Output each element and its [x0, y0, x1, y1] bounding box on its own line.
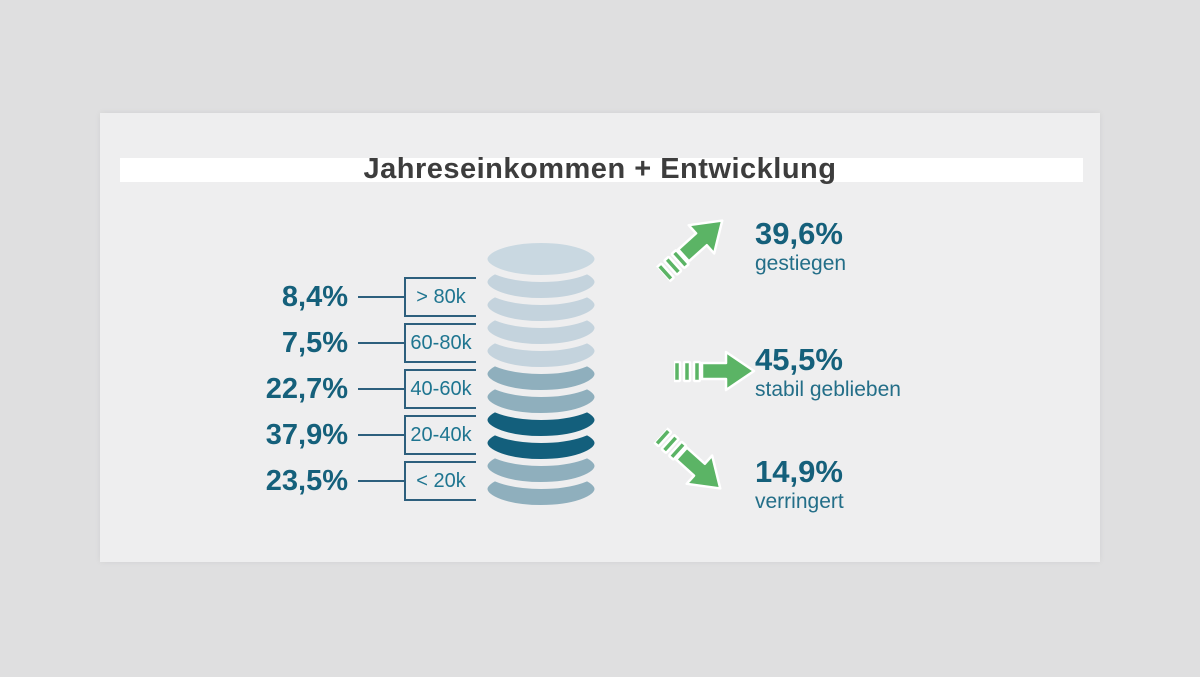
bracket-percent: 22,7%	[265, 373, 348, 405]
trend-label: gestiegen	[755, 252, 847, 275]
income-bracket-row: 7,5% 60-80k	[218, 323, 476, 363]
trend-item: 39,6% gestiegen	[755, 217, 846, 277]
connector-line	[358, 434, 404, 436]
connector-line	[358, 342, 404, 344]
trend-item: 14,9% verringert	[755, 455, 844, 515]
trend-stable-arrow-icon	[674, 350, 756, 392]
bracket-range-box: > 80k	[404, 277, 476, 317]
trend-label: verringert	[755, 490, 844, 513]
bracket-range-box: 60-80k	[404, 323, 476, 363]
trend-item: 45,5% stabil geblieben	[755, 343, 901, 403]
trend-label: stabil geblieben	[755, 378, 901, 401]
coin-stack-icon	[480, 236, 602, 512]
bracket-percent: 8,4%	[281, 281, 348, 313]
income-bracket-row: 23,5% < 20k	[218, 461, 476, 501]
page-title: Jahreseinkommen + Entwicklung	[363, 153, 837, 185]
trend-percent: 39,6%	[755, 216, 843, 251]
connector-line	[358, 296, 404, 298]
bracket-range-box: 40-60k	[404, 369, 476, 409]
trend-up-arrow-icon	[655, 219, 724, 283]
infographic-panel: Jahreseinkommen + Entwicklung 8,4% > 80k…	[100, 113, 1100, 562]
bracket-percent: 37,9%	[265, 419, 348, 451]
connector-line	[358, 480, 404, 482]
trend-down-arrow-icon	[653, 427, 722, 490]
trend-percent: 14,9%	[755, 454, 843, 489]
trend-percent: 45,5%	[755, 342, 843, 377]
bracket-percent: 23,5%	[265, 465, 348, 497]
bracket-range-box: < 20k	[404, 461, 476, 501]
title-band	[120, 158, 1083, 182]
bracket-range-box: 20-40k	[404, 415, 476, 455]
income-bracket-row: 22,7% 40-60k	[218, 369, 476, 409]
bracket-percent: 7,5%	[281, 327, 348, 359]
coin-disc	[480, 236, 602, 282]
income-bracket-row: 37,9% 20-40k	[218, 415, 476, 455]
income-bracket-row: 8,4% > 80k	[218, 277, 476, 317]
connector-line	[358, 388, 404, 390]
